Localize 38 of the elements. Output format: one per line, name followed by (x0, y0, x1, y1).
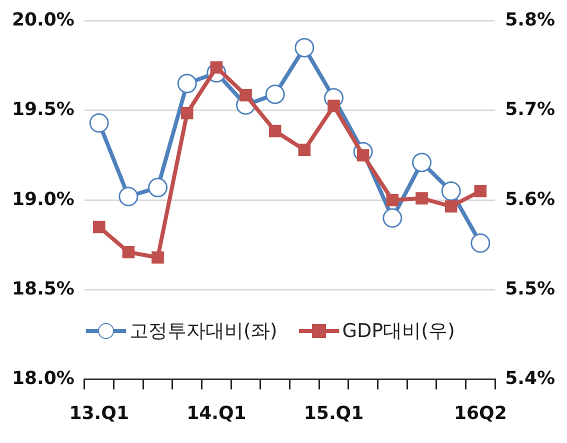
point (386, 194, 399, 206)
point (180, 106, 194, 120)
y2-tick-label: 5.6% (505, 188, 555, 210)
point (265, 84, 285, 104)
point (92, 220, 106, 234)
point (470, 233, 490, 253)
point (474, 184, 487, 198)
point (177, 74, 197, 94)
point (328, 100, 340, 112)
legend-label: GDP대비(우) (342, 319, 455, 344)
legend-label: 고정투자대비(좌) (129, 319, 278, 344)
x-tick-label: 13.Q1 (69, 402, 129, 424)
point (382, 208, 402, 228)
y2-tick-label: 5.8% (505, 9, 555, 30)
y-tick-label: 19.5% (12, 99, 74, 120)
point (412, 152, 432, 172)
point (298, 144, 311, 156)
y-tick-label: 18.5% (12, 278, 74, 300)
y2-tick-label: 5.7% (505, 99, 555, 120)
x-tick-label: 16Q2 (454, 402, 507, 424)
x-tick-label: 15.Q1 (304, 402, 364, 424)
point (122, 246, 135, 258)
y-tick-label: 20.0% (12, 9, 74, 30)
point (148, 178, 168, 198)
point (294, 38, 314, 58)
point (441, 181, 461, 201)
y2-tick-label: 5.5% (505, 278, 555, 300)
point (268, 124, 282, 138)
point (89, 113, 109, 133)
x-tick-label: 14.Q1 (186, 402, 246, 424)
y-tick-label: 18.0% (12, 368, 74, 390)
point (240, 89, 252, 102)
y-tick-label: 19.0% (12, 188, 74, 210)
y2-tick-label: 5.4% (505, 368, 555, 390)
point (444, 200, 458, 213)
point (152, 251, 164, 264)
point (118, 186, 138, 206)
point (416, 192, 428, 204)
